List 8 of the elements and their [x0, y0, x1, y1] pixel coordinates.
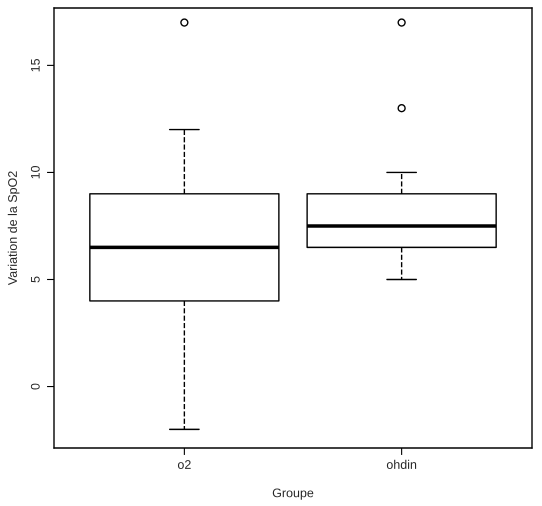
x-tick-label: o2	[178, 460, 191, 469]
x-tick-label: ohdin	[386, 460, 416, 469]
x-axis-title: Groupe	[272, 488, 314, 500]
y-tick-label: 5	[31, 276, 40, 282]
y-tick-label: 10	[30, 166, 40, 178]
y-tick-label: 0	[30, 384, 40, 390]
y-axis-title: Variation de la SpO2	[8, 171, 20, 286]
y-tick-label: 15	[31, 58, 40, 72]
